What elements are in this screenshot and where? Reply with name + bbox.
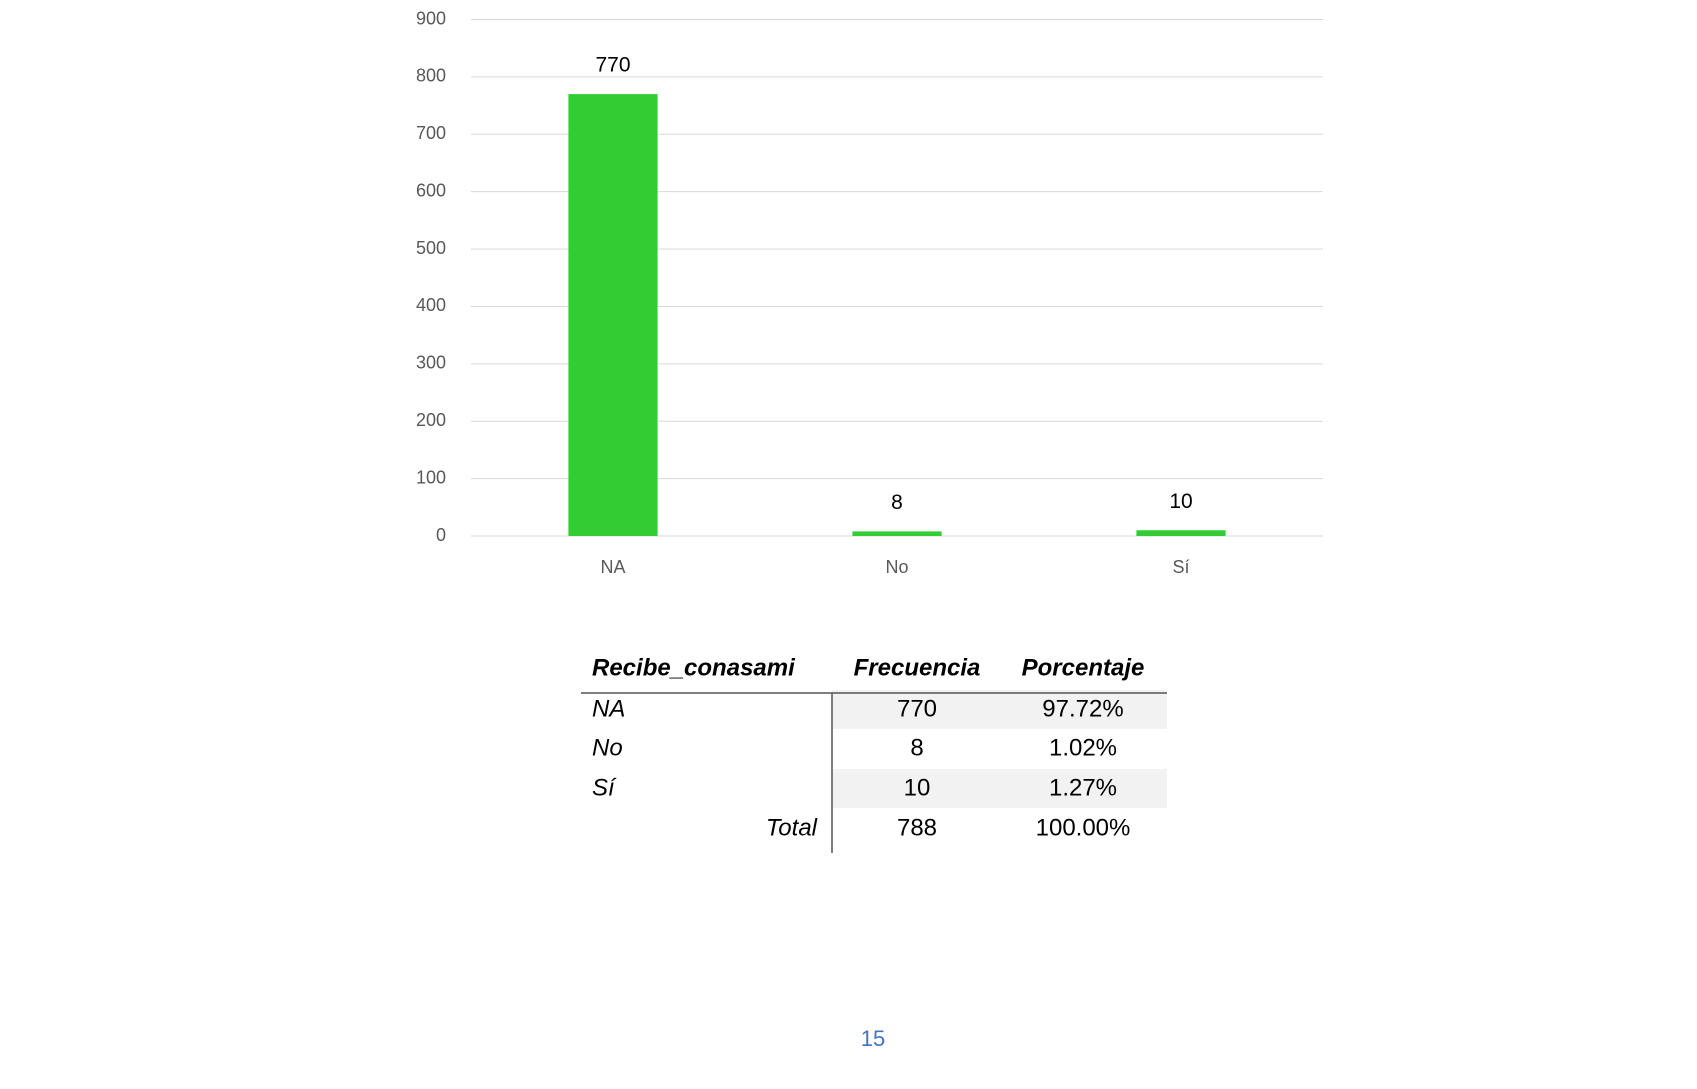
x-tick-label: No	[885, 557, 908, 577]
table-cell: 770	[897, 695, 937, 722]
table-cell: 1.02%	[1049, 734, 1117, 761]
table-header: Frecuencia	[854, 654, 981, 681]
bar	[568, 94, 658, 536]
bar	[1136, 530, 1226, 536]
table-cell: 97.72%	[1042, 695, 1123, 722]
y-tick-label: 800	[416, 66, 446, 86]
value-label: 770	[595, 54, 630, 77]
table-cell: 788	[897, 814, 937, 841]
y-tick-label: 0	[436, 525, 446, 545]
y-tick-label: 300	[416, 353, 446, 373]
value-label: 10	[1169, 490, 1192, 513]
table-cell: Total	[766, 814, 818, 841]
table-cell: NA	[592, 695, 625, 722]
table-cell: 10	[904, 774, 931, 801]
y-tick-label: 400	[416, 295, 446, 315]
page-number: 15	[861, 1026, 885, 1051]
table-header: Porcentaje	[1022, 654, 1145, 681]
row-shade	[832, 769, 1167, 808]
x-tick-label: NA	[600, 557, 625, 577]
y-tick-label: 500	[416, 238, 446, 258]
y-tick-label: 700	[416, 123, 446, 143]
y-tick-label: 900	[416, 8, 446, 28]
x-tick-label: Sí	[1172, 557, 1189, 577]
table-cell: 1.27%	[1049, 774, 1117, 801]
y-tick-label: 200	[416, 410, 446, 430]
value-label: 8	[891, 491, 903, 514]
y-tick-label: 600	[416, 180, 446, 200]
table-cell: Sí	[592, 774, 617, 801]
table-header: Recibe_conasami	[592, 654, 796, 681]
table-cell: No	[592, 734, 623, 761]
y-tick-label: 100	[416, 467, 446, 487]
table-cell: 8	[910, 734, 923, 761]
table-cell: 100.00%	[1036, 814, 1131, 841]
bar	[852, 531, 942, 536]
row-shade	[832, 690, 1167, 729]
